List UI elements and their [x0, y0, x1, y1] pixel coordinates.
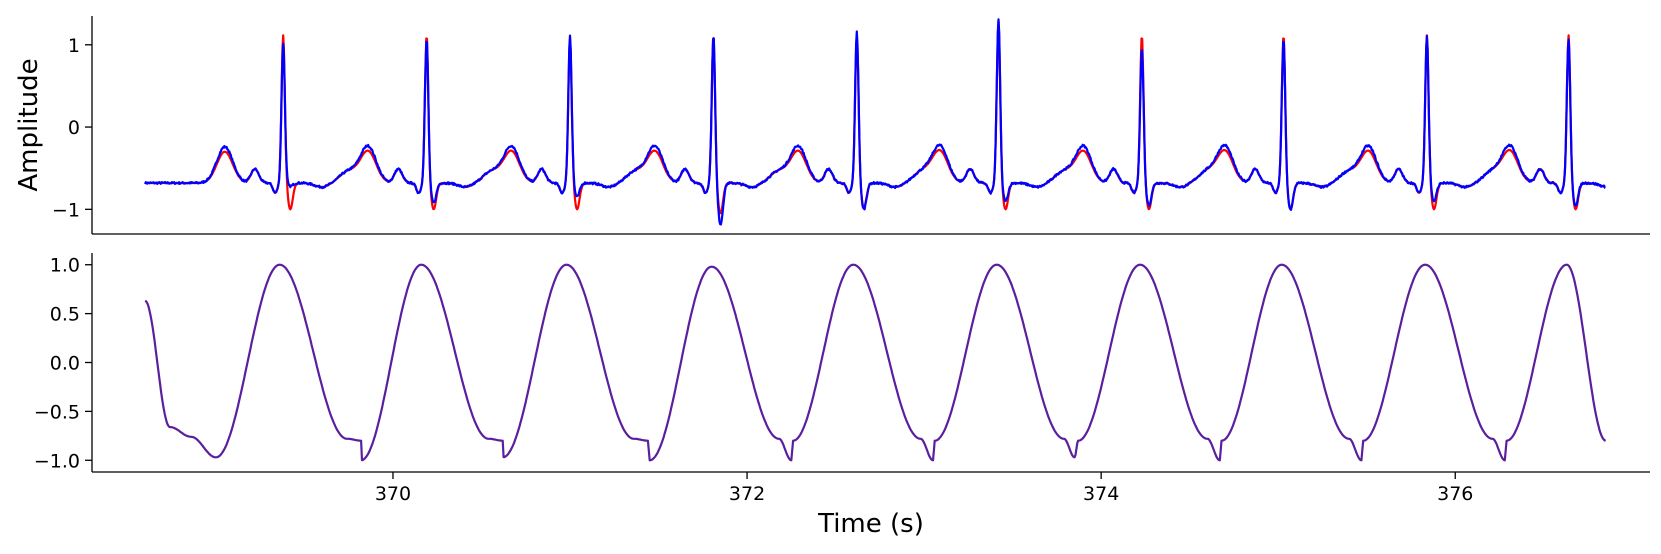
x-tick-label: 370 — [375, 483, 411, 505]
ppg-y-ticks: −1.0 −0.5 0.0 0.5 1.0 — [34, 255, 92, 472]
ecg-series-group — [144, 18, 1606, 226]
ppg-series-group — [144, 263, 1606, 462]
ecg-y-tick-label: 0 — [68, 117, 80, 139]
ecg-y-axis-title: Amplitude — [14, 58, 44, 191]
x-tick-label: 372 — [729, 483, 765, 505]
ppg-y-tick-label: −1.0 — [34, 450, 80, 472]
ecg-series-blue-line — [144, 18, 1606, 226]
ppg-series-line — [144, 263, 1606, 462]
ppg-y-tick-label: −0.5 — [34, 401, 80, 423]
ecg-panel: −1 0 1 Amplitude — [14, 16, 1650, 235]
ecg-y-ticks: −1 0 1 — [52, 35, 92, 221]
ppg-y-tick-label: 0.0 — [50, 353, 80, 375]
ppg-y-tick-label: 1.0 — [50, 255, 80, 277]
x-tick-label: 374 — [1083, 483, 1119, 505]
ecg-y-tick-label: −1 — [52, 199, 80, 221]
x-tick-label: 376 — [1437, 483, 1473, 505]
ppg-panel: −1.0 −0.5 0.0 0.5 1.0 370 372 374 376 Time (s) — [34, 253, 1650, 539]
ppg-x-ticks: 370 372 374 376 — [375, 472, 1473, 505]
ppg-y-tick-label: 0.5 — [50, 304, 80, 326]
x-axis-title: Time (s) — [817, 509, 924, 539]
ecg-y-tick-label: 1 — [68, 35, 80, 57]
